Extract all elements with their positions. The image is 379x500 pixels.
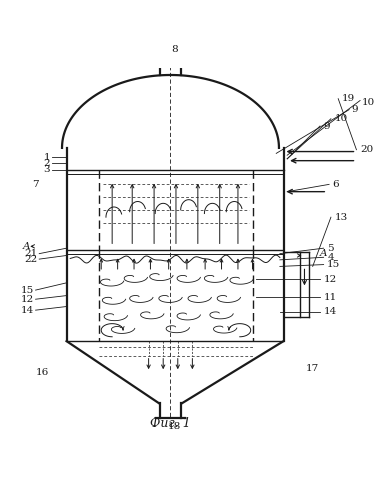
Text: 10: 10 [335,114,348,123]
Text: 20: 20 [360,145,373,154]
Text: A: A [23,242,30,251]
Text: 14: 14 [324,308,337,316]
Text: 21: 21 [24,249,38,258]
Text: 2: 2 [44,158,50,168]
Text: 8: 8 [171,45,177,54]
Text: 7: 7 [32,180,39,189]
Text: 4: 4 [327,253,334,262]
Text: 10: 10 [362,98,375,107]
Text: 6: 6 [333,180,339,189]
Text: A: A [320,249,327,258]
Text: 5: 5 [327,244,334,252]
Text: 16: 16 [36,368,49,376]
Text: 9: 9 [351,105,358,114]
Text: 9: 9 [324,122,330,130]
Text: 14: 14 [20,306,34,314]
Text: Фиг. 1: Фиг. 1 [150,416,191,430]
Text: 3: 3 [44,166,50,174]
Text: 19: 19 [342,94,355,103]
Text: 11: 11 [324,293,337,302]
Text: 13: 13 [335,212,348,222]
Text: 15: 15 [20,286,34,294]
Text: 12: 12 [20,294,34,304]
Text: 17: 17 [305,364,319,373]
Text: 1: 1 [44,152,50,162]
Text: 15: 15 [327,260,340,269]
Text: 12: 12 [324,274,337,283]
Text: 22: 22 [24,254,38,264]
Text: 18: 18 [168,422,181,432]
